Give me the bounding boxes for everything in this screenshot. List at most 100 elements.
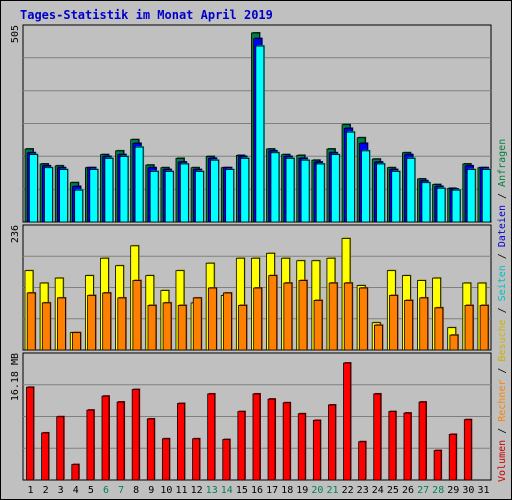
bar-seiten-day-7: [119, 156, 129, 223]
bar-rechner-day-14: [223, 292, 232, 351]
bar-volumen-day-6: [101, 395, 110, 481]
bar-volumen-day-16: [252, 393, 261, 481]
bar-seiten-day-30: [466, 169, 476, 223]
bar-seiten-day-9: [149, 171, 159, 223]
bar-seiten-day-16: [255, 45, 265, 223]
legend-item-seiten: Seiten: [497, 265, 508, 301]
x-tick-label-16: 16: [251, 485, 263, 496]
bar-volumen-day-14: [222, 439, 231, 481]
x-tick-label-18: 18: [281, 485, 293, 496]
bar-seiten-day-24: [376, 163, 386, 223]
bar-rechner-day-8: [132, 280, 142, 351]
bar-rechner-day-18: [283, 282, 293, 351]
bar-volumen-day-2: [41, 432, 49, 481]
bar-seiten-day-20: [315, 163, 325, 223]
bar-rechner-day-5: [87, 295, 96, 351]
x-tick-label-10: 10: [160, 485, 172, 496]
panel-volume: 16.18 MB: [10, 352, 492, 481]
bar-volumen-day-24: [373, 393, 382, 481]
bar-rechner-day-31: [479, 304, 489, 351]
legend-item-rechner: Rechner: [497, 380, 508, 422]
bar-volumen-day-4: [71, 464, 80, 481]
x-tick-label-1: 1: [27, 485, 33, 496]
legend-separator: /: [497, 301, 508, 319]
panel-visits: 236: [10, 224, 492, 351]
bar-rechner-day-3: [56, 297, 66, 351]
bar-seiten-day-29: [451, 189, 461, 223]
bar-seiten-day-6: [104, 157, 114, 223]
bar-rechner-day-11: [177, 304, 187, 351]
x-tick-label-24: 24: [372, 485, 384, 496]
bar-rechner-day-10: [162, 302, 172, 351]
bar-volumen-day-26: [403, 412, 412, 481]
bar-volumen-day-23: [358, 441, 367, 481]
y-max-label-visits: 236: [10, 225, 21, 243]
x-tick-label-31: 31: [477, 485, 489, 496]
x-tick-label-26: 26: [402, 485, 414, 496]
chart-title: Tages-Statistik im Monat April 2019: [20, 8, 273, 22]
bar-seiten-day-27: [421, 182, 431, 223]
x-tick-label-27: 27: [417, 485, 429, 496]
bar-rechner-day-15: [238, 304, 247, 351]
bar-volumen-day-25: [388, 411, 397, 481]
bar-seiten-day-23: [361, 150, 370, 223]
bar-volumen-day-19: [297, 413, 306, 481]
bar-seiten-day-8: [134, 146, 144, 223]
x-tick-label-23: 23: [357, 485, 369, 496]
x-tick-label-13: 13: [206, 485, 218, 496]
bar-volumen-day-11: [177, 403, 185, 481]
bar-volumen-day-8: [131, 389, 140, 481]
bar-rechner-day-16: [253, 287, 263, 351]
bar-seiten-day-18: [285, 157, 295, 223]
y-max-label-volume: 16.18 MB: [10, 353, 21, 401]
bar-rechner-day-21: [328, 282, 338, 351]
bar-volumen-day-5: [86, 409, 95, 481]
bar-rechner-day-30: [464, 304, 474, 351]
bar-volumen-day-17: [267, 398, 276, 481]
legend-separator: /: [497, 247, 508, 265]
x-tick-label-5: 5: [88, 485, 94, 496]
bar-volumen-day-20: [312, 420, 321, 481]
x-tick-label-30: 30: [462, 485, 474, 496]
bar-rechner-day-20: [313, 300, 323, 351]
bar-rechner-day-29: [449, 334, 459, 351]
x-tick-label-2: 2: [43, 485, 49, 496]
x-tick-label-4: 4: [73, 485, 79, 496]
bar-rechner-day-9: [147, 304, 157, 351]
bar-volumen-day-12: [192, 438, 200, 481]
bar-volumen-day-10: [161, 438, 170, 481]
x-tick-label-8: 8: [133, 485, 139, 496]
x-tick-label-20: 20: [311, 485, 323, 496]
x-tick-label-21: 21: [326, 485, 338, 496]
bar-volumen-day-1: [26, 386, 34, 481]
legend-item-anfragen: Anfragen: [497, 139, 508, 187]
bar-rechner-day-22: [343, 282, 353, 351]
x-tick-label-15: 15: [236, 485, 248, 496]
bar-volumen-day-7: [116, 401, 125, 481]
bar-rechner-day-4: [72, 332, 81, 351]
x-tick-label-25: 25: [387, 485, 399, 496]
bar-seiten-day-25: [391, 171, 401, 223]
bar-seiten-day-5: [89, 169, 99, 223]
bar-seiten-day-15: [240, 157, 250, 223]
bar-seiten-day-12: [195, 171, 204, 223]
bar-rechner-day-24: [374, 324, 383, 351]
bar-volumen-day-18: [282, 402, 291, 481]
bar-rechner-day-13: [207, 287, 217, 351]
bar-seiten-day-11: [179, 163, 189, 223]
legend-separator: /: [497, 362, 508, 380]
bar-seiten-day-31: [481, 169, 491, 223]
panel-requests: 505: [10, 24, 492, 223]
bar-volumen-day-9: [146, 418, 155, 481]
bar-rechner-day-6: [102, 292, 112, 351]
bar-seiten-day-14: [225, 169, 235, 223]
x-tick-label-28: 28: [432, 485, 444, 496]
bar-seiten-day-4: [74, 189, 84, 223]
bar-seiten-day-1: [28, 154, 38, 223]
bar-volumen-day-30: [463, 419, 472, 481]
x-tick-label-22: 22: [342, 485, 354, 496]
x-tick-label-6: 6: [103, 485, 109, 496]
bar-seiten-day-26: [406, 157, 416, 223]
bar-seiten-day-13: [210, 159, 219, 223]
